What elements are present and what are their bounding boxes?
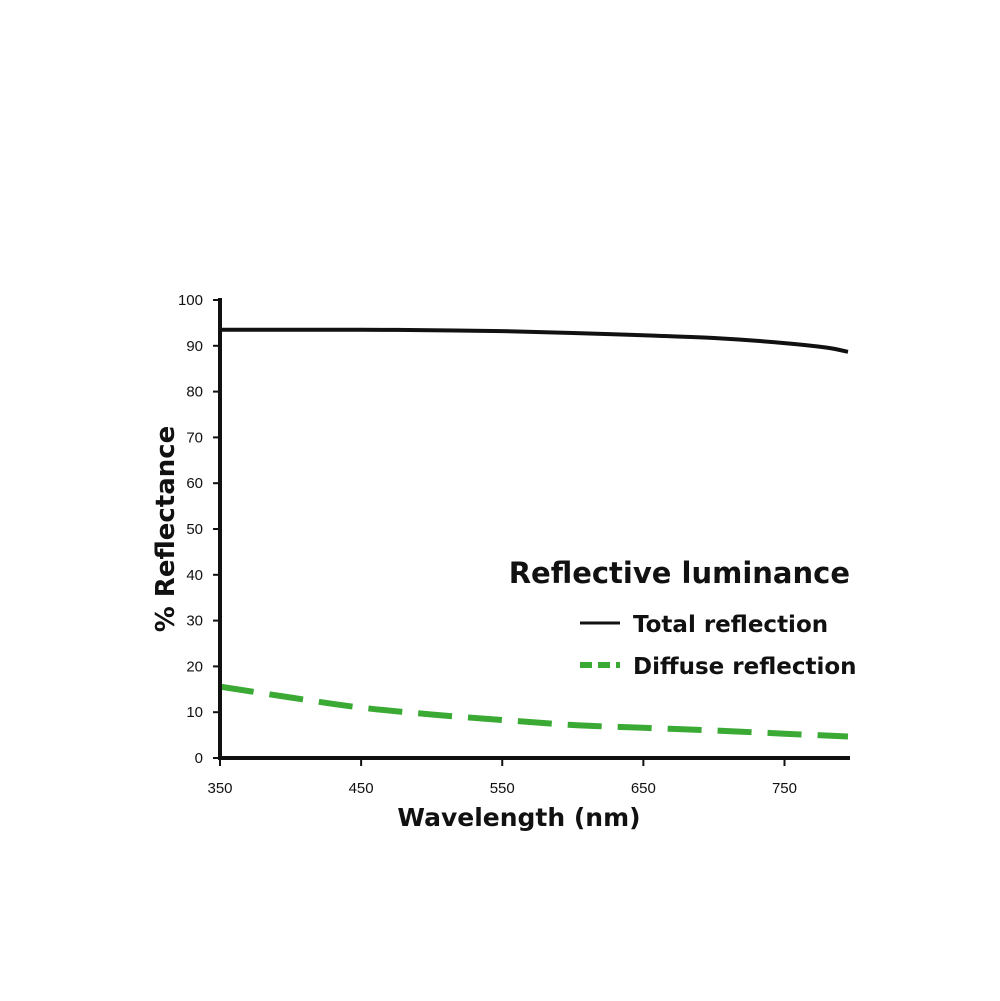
y-tick-label: 20 bbox=[186, 658, 203, 675]
legend: Reflective luminance Total reflection Di… bbox=[509, 556, 857, 680]
y-tick-label: 50 bbox=[186, 521, 203, 538]
x-tick-label: 550 bbox=[490, 780, 515, 797]
x-axis-ticks: 350 450 550 650 750 bbox=[207, 758, 797, 797]
y-tick-label: 10 bbox=[186, 704, 203, 721]
x-tick-label: 350 bbox=[207, 780, 232, 797]
y-tick-label: 0 bbox=[195, 750, 203, 767]
x-axis-title: Wavelength (nm) bbox=[397, 803, 640, 832]
total-reflection-line bbox=[219, 327, 849, 354]
y-tick-label: 90 bbox=[186, 338, 203, 355]
x-tick-label: 650 bbox=[631, 780, 656, 797]
y-axis-title: % Reflectance bbox=[151, 426, 181, 633]
legend-label-total-reflection: Total reflection bbox=[633, 612, 828, 638]
y-tick-label: 60 bbox=[186, 475, 203, 492]
y-tick-label: 40 bbox=[186, 567, 203, 584]
y-tick-label: 70 bbox=[186, 429, 203, 446]
x-tick-label: 450 bbox=[349, 780, 374, 797]
diffuse-reflection-line bbox=[219, 683, 849, 740]
series-layer bbox=[219, 327, 849, 740]
y-tick-label: 30 bbox=[186, 613, 203, 630]
y-axis-ticks: 0 10 20 30 40 50 60 70 80 90 100 bbox=[178, 292, 220, 767]
x-tick-label: 750 bbox=[772, 780, 797, 797]
y-tick-label: 80 bbox=[186, 384, 203, 401]
y-tick-label: 100 bbox=[178, 292, 203, 309]
legend-label-diffuse-reflection: Diffuse reflection bbox=[633, 654, 857, 680]
legend-title: Reflective luminance bbox=[509, 556, 850, 590]
